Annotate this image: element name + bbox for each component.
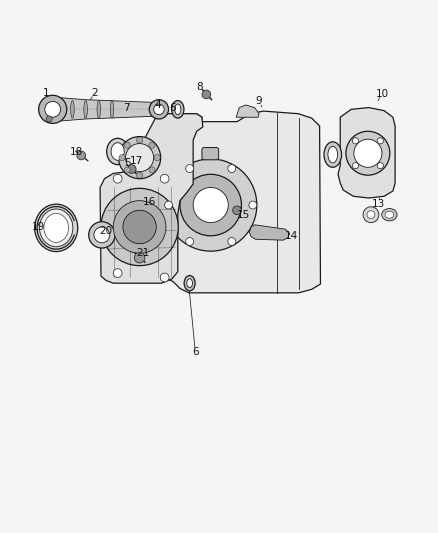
Circle shape — [345, 131, 389, 175]
Circle shape — [164, 201, 172, 209]
Ellipse shape — [110, 101, 113, 118]
Text: 10: 10 — [374, 89, 388, 99]
Ellipse shape — [44, 213, 68, 243]
Circle shape — [136, 172, 142, 178]
Ellipse shape — [327, 146, 337, 163]
Circle shape — [113, 200, 166, 253]
Circle shape — [46, 116, 52, 122]
Ellipse shape — [97, 101, 100, 118]
Ellipse shape — [106, 138, 128, 165]
Circle shape — [77, 151, 85, 160]
Text: 20: 20 — [99, 225, 112, 236]
Circle shape — [119, 155, 125, 161]
Circle shape — [248, 201, 256, 209]
Circle shape — [123, 211, 156, 244]
Circle shape — [148, 142, 155, 148]
Text: 18: 18 — [70, 147, 83, 157]
Ellipse shape — [184, 276, 194, 291]
Circle shape — [148, 167, 155, 173]
Circle shape — [113, 174, 122, 183]
Ellipse shape — [39, 209, 73, 247]
Circle shape — [153, 104, 164, 115]
Circle shape — [124, 167, 130, 173]
Polygon shape — [149, 255, 155, 278]
Circle shape — [185, 165, 193, 173]
Text: 16: 16 — [142, 197, 155, 206]
Text: 6: 6 — [168, 103, 175, 114]
Circle shape — [227, 165, 235, 173]
Text: 6: 6 — [191, 347, 198, 357]
Circle shape — [352, 138, 358, 144]
Ellipse shape — [187, 279, 192, 288]
Circle shape — [376, 138, 382, 144]
Polygon shape — [155, 111, 320, 293]
Circle shape — [154, 155, 160, 161]
Circle shape — [164, 159, 256, 251]
Circle shape — [362, 207, 378, 223]
Circle shape — [149, 100, 168, 119]
Text: 19: 19 — [32, 222, 45, 232]
Ellipse shape — [174, 104, 180, 115]
Circle shape — [353, 139, 381, 167]
Polygon shape — [236, 105, 258, 117]
Text: 14: 14 — [285, 231, 298, 241]
Ellipse shape — [171, 101, 184, 118]
Circle shape — [113, 269, 122, 278]
Circle shape — [45, 101, 60, 117]
Circle shape — [160, 174, 169, 183]
Circle shape — [125, 143, 153, 172]
Polygon shape — [149, 133, 155, 155]
Text: 1: 1 — [42, 88, 49, 98]
Circle shape — [232, 206, 241, 215]
Ellipse shape — [111, 143, 124, 160]
Circle shape — [101, 188, 178, 265]
Circle shape — [39, 95, 67, 123]
Circle shape — [134, 253, 145, 263]
Circle shape — [124, 142, 130, 148]
Text: 15: 15 — [237, 209, 250, 220]
Circle shape — [180, 174, 241, 236]
Ellipse shape — [71, 101, 74, 118]
FancyBboxPatch shape — [201, 148, 218, 160]
Text: 17: 17 — [129, 156, 142, 166]
Circle shape — [148, 262, 157, 271]
Circle shape — [148, 139, 157, 148]
Text: 13: 13 — [371, 199, 384, 209]
Polygon shape — [337, 108, 394, 198]
Circle shape — [376, 163, 382, 169]
Text: 8: 8 — [196, 83, 203, 92]
Text: 9: 9 — [255, 96, 262, 107]
Circle shape — [366, 211, 374, 219]
Text: 4: 4 — [154, 100, 161, 110]
Polygon shape — [100, 114, 202, 283]
Circle shape — [118, 136, 160, 179]
Circle shape — [94, 227, 110, 243]
Circle shape — [160, 273, 169, 282]
Ellipse shape — [35, 204, 78, 252]
Circle shape — [227, 238, 235, 246]
Circle shape — [127, 165, 136, 173]
Circle shape — [185, 238, 193, 246]
Ellipse shape — [384, 211, 393, 218]
Circle shape — [88, 222, 115, 248]
Ellipse shape — [381, 208, 396, 221]
Polygon shape — [52, 97, 158, 122]
Circle shape — [193, 188, 228, 223]
Ellipse shape — [84, 101, 87, 118]
Polygon shape — [249, 225, 289, 240]
Text: 5: 5 — [124, 158, 131, 168]
Circle shape — [201, 90, 210, 99]
Text: 21: 21 — [136, 248, 149, 259]
Ellipse shape — [323, 142, 341, 167]
Circle shape — [136, 137, 142, 143]
Circle shape — [352, 163, 358, 169]
Text: 7: 7 — [123, 103, 130, 114]
Text: 2: 2 — [91, 88, 98, 98]
